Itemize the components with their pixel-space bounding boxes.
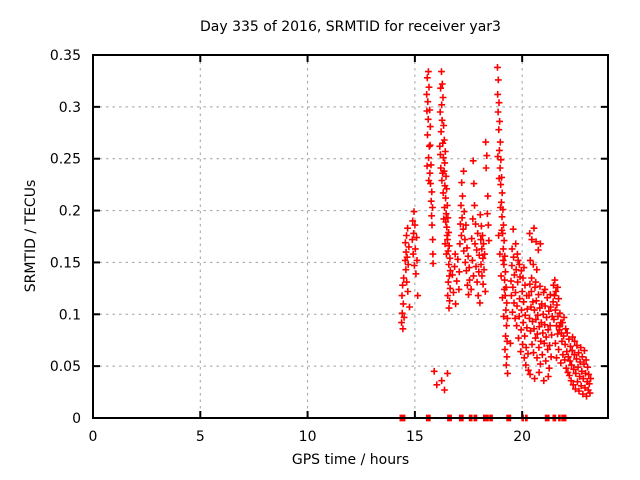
plot-border <box>92 54 609 419</box>
x-tick-label: 10 <box>299 429 317 445</box>
x-tick-labels: 0 5 10 15 20 <box>89 429 532 445</box>
chart-title: Day 335 of 2016, SRMTID for receiver yar… <box>200 19 501 35</box>
y-tick-label: 0.05 <box>50 359 81 375</box>
y-tick-label: 0 <box>72 411 81 427</box>
scatter-points <box>396 64 594 422</box>
y-tick-label: 0.25 <box>50 152 81 168</box>
x-tick-label: 20 <box>513 429 531 445</box>
y-tick-label: 0.2 <box>59 204 81 220</box>
y-tick-label: 0.35 <box>50 48 81 64</box>
x-tick-label: 5 <box>196 429 205 445</box>
gridlines <box>93 55 608 418</box>
y-tick-labels: 0 0.05 0.1 0.15 0.2 0.25 0.3 0.35 <box>50 48 81 427</box>
y-tick-label: 0.15 <box>50 255 81 271</box>
x-axis-label: GPS time / hours <box>291 452 410 468</box>
x-tick-label: 0 <box>89 429 98 445</box>
y-tick-label: 0.1 <box>59 307 81 323</box>
axis-ticks <box>92 54 608 419</box>
x-tick-label: 15 <box>406 429 424 445</box>
y-tick-label: 0.3 <box>59 100 81 116</box>
